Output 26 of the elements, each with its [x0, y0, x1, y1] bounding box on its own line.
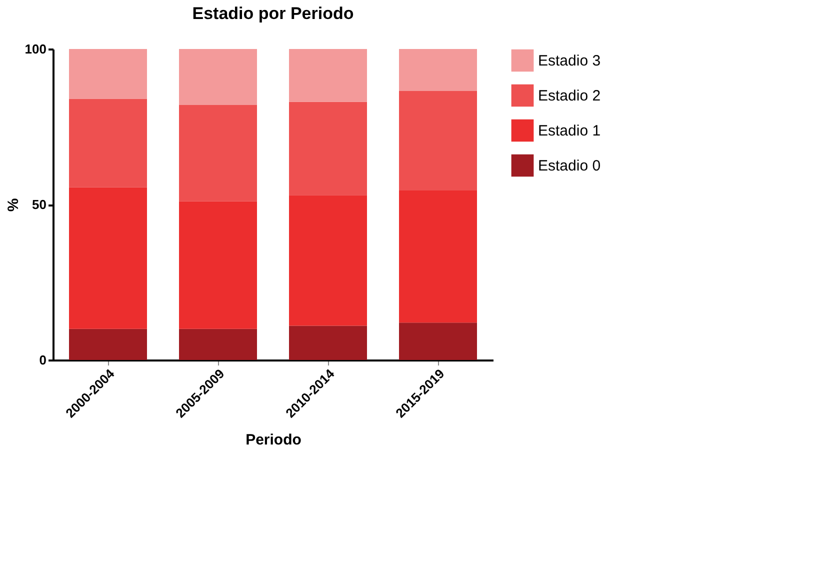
bar [69, 187, 147, 329]
legend-label: Estadio 1 [538, 122, 601, 140]
bar [289, 326, 367, 360]
bar [399, 90, 477, 191]
bar [179, 201, 257, 329]
bar [69, 49, 147, 99]
y-tick-label: 100 [24, 42, 46, 56]
bar [179, 49, 257, 105]
bar [69, 328, 147, 360]
y-axis-title: % [4, 198, 22, 212]
chart-title: Estadio por Periodo [192, 4, 354, 23]
bar [179, 104, 257, 202]
bar [399, 190, 477, 323]
y-tick-label: 50 [32, 197, 46, 212]
x-axis-title: Periodo [246, 432, 302, 449]
bar [399, 49, 477, 91]
bar [289, 195, 367, 326]
y-tick-label: 0 [39, 352, 46, 368]
bar [289, 49, 367, 102]
bar [289, 102, 367, 196]
bar [399, 322, 477, 360]
bar [69, 98, 147, 188]
legend-label: Estadio 3 [538, 52, 601, 70]
legend-label: Estadio 0 [538, 158, 601, 174]
legend-label: Estadio 2 [538, 88, 601, 104]
bar [179, 328, 257, 360]
